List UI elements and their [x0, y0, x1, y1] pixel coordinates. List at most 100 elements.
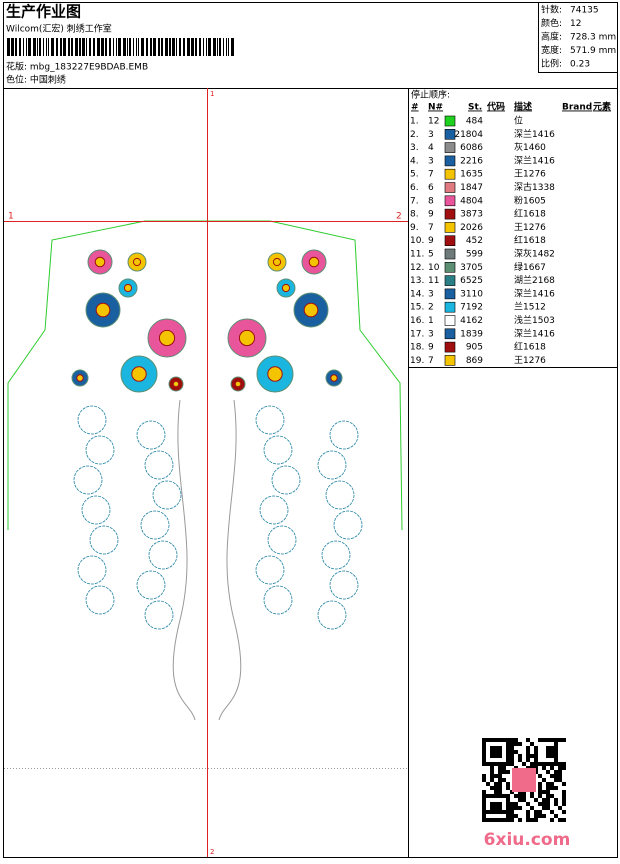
mark-label: 2 — [396, 212, 402, 222]
bar-stripe — [11, 38, 14, 56]
qr-cell — [498, 806, 502, 810]
design: 1 2 1 2 — [4, 88, 408, 857]
description: 位 — [514, 115, 523, 127]
bar-stripe — [26, 38, 27, 56]
bar-stripe — [39, 38, 41, 56]
qr-cell — [502, 766, 506, 770]
bar-stripe — [123, 38, 126, 56]
bar-stripe — [15, 38, 17, 56]
outline-flower — [140, 510, 170, 540]
bar-stripe — [223, 38, 224, 56]
qr-cell — [558, 738, 562, 742]
column-header: 描述 — [514, 101, 532, 113]
bar-stripe — [56, 38, 58, 56]
qr-cell — [498, 750, 502, 754]
qr-cell — [554, 758, 558, 762]
qr-cell — [510, 802, 514, 806]
color-swatch — [444, 315, 456, 326]
qr-cell — [542, 802, 546, 806]
bar-stripe — [176, 38, 177, 56]
qr-cell — [510, 814, 514, 818]
qr-cell — [490, 766, 494, 770]
qr-cell — [502, 794, 506, 798]
qr-cell — [510, 806, 514, 810]
qr-cell — [490, 770, 494, 774]
qr-cell — [502, 738, 506, 742]
qr-cell — [490, 754, 494, 758]
outline-flower — [271, 465, 301, 495]
qr-cell — [510, 818, 514, 822]
qr-cell — [498, 738, 502, 742]
row-number: 4. — [410, 156, 419, 166]
qr-cell — [486, 762, 490, 766]
qr-cell — [526, 750, 530, 754]
info-value: 12 — [570, 19, 581, 29]
outline-flower — [85, 435, 115, 465]
qr-cell — [546, 738, 550, 742]
bar-stripe — [97, 38, 100, 56]
bar-stripe — [63, 38, 66, 56]
qr-cell — [558, 778, 562, 782]
qr-cell — [534, 758, 538, 762]
bar-stripe — [82, 38, 85, 56]
qr-cell — [494, 818, 498, 822]
row-number: 8. — [410, 210, 419, 220]
bar-stripe — [206, 38, 207, 56]
qr-cell — [494, 790, 498, 794]
info-label: 针数: — [541, 4, 562, 16]
qr-cell — [546, 750, 550, 754]
bar-stripe — [89, 38, 91, 56]
info-label: 颜色: — [541, 17, 562, 29]
bar-stripe — [23, 38, 24, 56]
qr-cell — [506, 746, 510, 750]
bar-stripe — [191, 38, 194, 56]
qr-cell — [550, 750, 554, 754]
qr-cell — [562, 818, 566, 822]
qr-cell — [554, 814, 558, 818]
qr-cell — [534, 750, 538, 754]
qr-cell — [538, 786, 542, 790]
info-label: 宽度: — [541, 44, 562, 56]
qr-cell — [502, 770, 506, 774]
qr-cell — [530, 806, 534, 810]
qr-cell — [542, 778, 546, 782]
color-swatch — [444, 208, 456, 220]
bar-stripe — [68, 38, 70, 56]
flower-center — [123, 283, 133, 293]
needle: 9 — [428, 343, 434, 353]
qr-cell — [534, 754, 538, 758]
qr-cell — [542, 738, 546, 742]
bar-stripe — [86, 38, 87, 56]
qr-cell — [494, 782, 498, 786]
qr-cell — [482, 790, 486, 794]
qr-cell — [502, 762, 506, 766]
qr-cell — [550, 782, 554, 786]
qr-cell — [534, 818, 538, 822]
qr-cell — [546, 754, 550, 758]
description: 绿1667 — [514, 261, 546, 273]
qr-cell — [510, 762, 514, 766]
qr-cell — [506, 742, 510, 746]
qr-cell — [514, 806, 518, 810]
qr-cell — [542, 806, 546, 810]
stitches: 905 — [466, 343, 483, 353]
qr-cell — [554, 798, 558, 802]
qr-cell — [558, 774, 562, 778]
qr-cell — [502, 810, 506, 814]
row-number: 11. — [410, 250, 424, 260]
qr-cell — [562, 794, 566, 798]
bar-stripe — [226, 38, 227, 56]
column-header: # — [411, 103, 419, 113]
flower-center — [330, 374, 338, 382]
bar-stripe — [48, 38, 49, 56]
qr-cell — [506, 810, 510, 814]
flower-center — [281, 283, 291, 293]
qr-cell — [506, 782, 510, 786]
qr-cell — [550, 774, 554, 778]
bar-stripe — [93, 38, 95, 56]
qr-cell — [554, 770, 558, 774]
qr-cell — [482, 750, 486, 754]
mark-label: 1 — [8, 212, 14, 222]
title: 生产作业图 — [6, 3, 81, 21]
qr-cell — [482, 814, 486, 818]
